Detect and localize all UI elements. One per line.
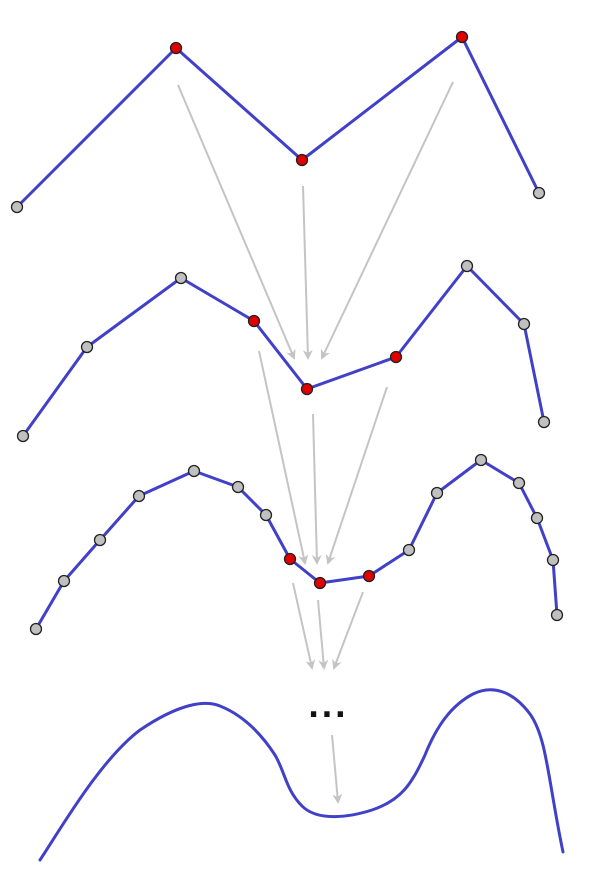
control-point-level-0-0 xyxy=(10,200,24,214)
highlighted-point-level-1-4 xyxy=(300,382,314,396)
control-point-level-2-14 xyxy=(530,511,544,525)
control-point-level-2-13 xyxy=(512,476,526,490)
arrow-l0-left xyxy=(177,84,296,360)
control-point-level-2-4 xyxy=(187,464,201,478)
control-point-level-1-1 xyxy=(80,340,94,354)
control-point-level-1-2 xyxy=(174,271,188,285)
highlighted-point-level-2-7 xyxy=(283,552,297,566)
control-point-level-2-10 xyxy=(402,543,416,557)
control-point-level-2-11 xyxy=(430,486,444,500)
control-point-level-2-6 xyxy=(259,508,273,522)
control-point-level-1-0 xyxy=(16,429,30,443)
control-point-level-1-8 xyxy=(537,415,551,429)
control-point-level-2-16 xyxy=(550,608,564,622)
control-point-level-2-0 xyxy=(29,622,43,636)
control-point-level-2-15 xyxy=(546,553,560,567)
control-polygon-level-1 xyxy=(21,264,546,438)
arrow-l0-middle xyxy=(302,185,313,360)
highlighted-point-level-0-3 xyxy=(455,30,469,44)
highlighted-point-level-0-2 xyxy=(295,153,309,167)
control-point-level-0-4 xyxy=(532,186,546,200)
control-point-level-2-2 xyxy=(93,533,107,547)
arrow-l1-left xyxy=(258,350,309,565)
control-point-level-2-3 xyxy=(132,489,146,503)
highlighted-point-level-0-1 xyxy=(169,41,183,55)
control-point-level-2-5 xyxy=(231,480,245,494)
highlighted-point-level-1-3 xyxy=(247,314,261,328)
highlighted-point-level-2-9 xyxy=(362,569,376,583)
arrow-l1-right xyxy=(325,386,388,565)
continuation-ellipsis: ... xyxy=(308,690,348,725)
arrow-l2-right xyxy=(332,591,364,670)
highlighted-point-level-2-8 xyxy=(313,576,327,590)
arrow-to-limit xyxy=(331,734,343,804)
control-point-level-1-7 xyxy=(517,317,531,331)
highlighted-point-level-1-5 xyxy=(389,350,403,364)
arrow-l0-right xyxy=(320,81,454,360)
limit-curve xyxy=(38,688,565,862)
control-polygon-level-0 xyxy=(15,35,541,209)
control-point-level-1-6 xyxy=(460,259,474,273)
control-points xyxy=(10,30,564,636)
refinement-arrows xyxy=(177,81,454,804)
control-polygon-level-2 xyxy=(34,458,559,631)
control-point-level-2-12 xyxy=(474,453,488,467)
arrow-l1-middle xyxy=(311,413,322,565)
arrow-l2-left xyxy=(292,582,316,670)
control-point-level-2-1 xyxy=(57,574,71,588)
arrow-l2-middle xyxy=(317,599,329,670)
